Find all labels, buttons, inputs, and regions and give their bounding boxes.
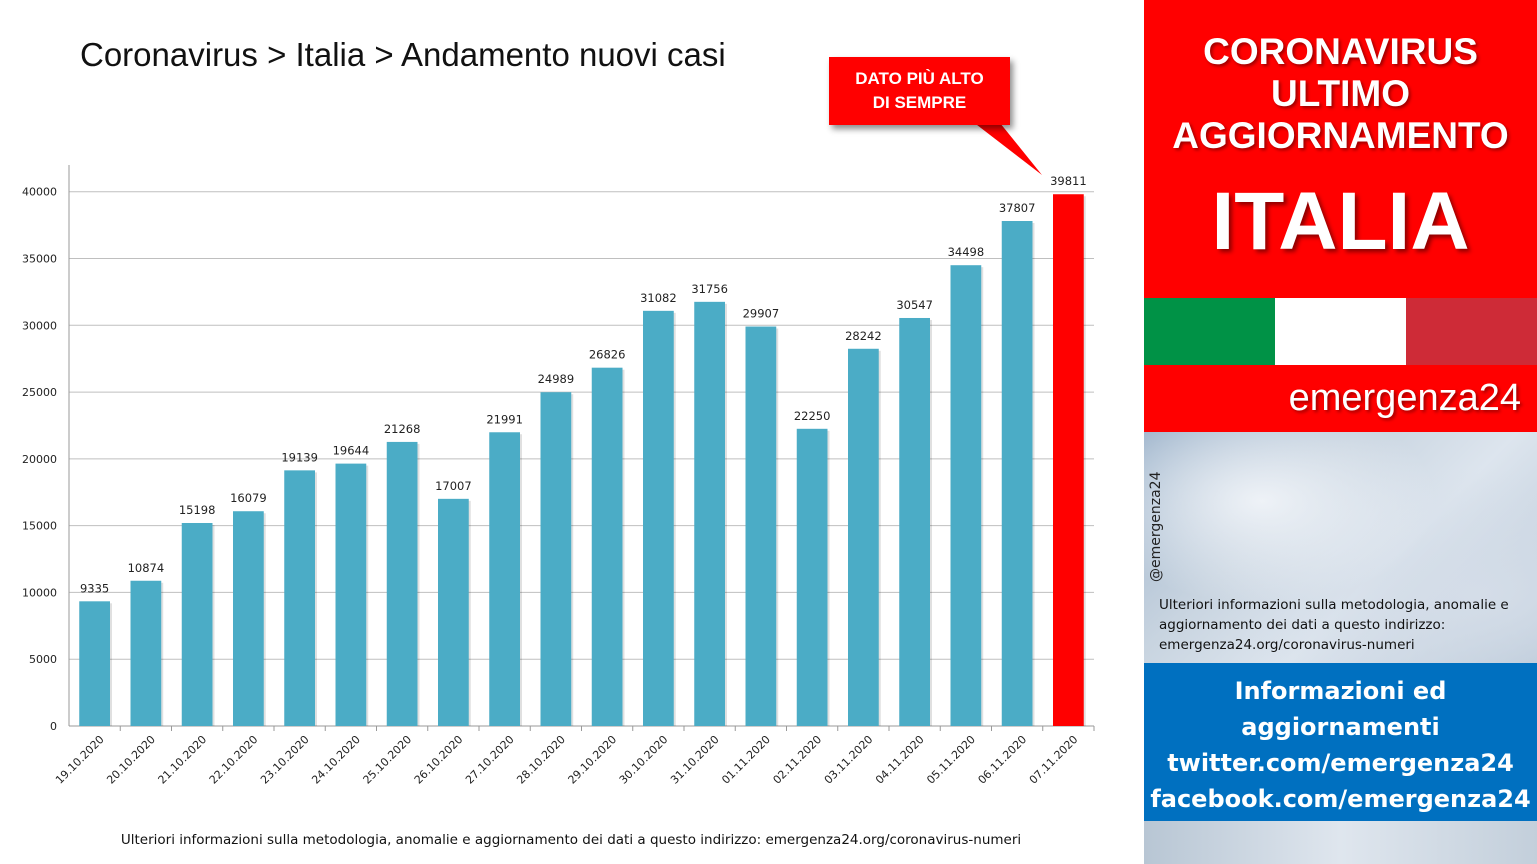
data-label: 28242	[845, 329, 882, 343]
data-label: 37807	[999, 201, 1036, 215]
x-tick-label: 02.11.2020	[771, 733, 825, 787]
x-tick-label: 01.11.2020	[719, 733, 773, 787]
bar	[284, 470, 315, 726]
y-tick-label: 10000	[22, 586, 57, 599]
x-tick-label: 05.11.2020	[924, 733, 978, 787]
y-tick-label: 20000	[22, 453, 57, 466]
bar	[130, 580, 162, 726]
x-tick-label: 22.10.2020	[207, 733, 261, 787]
y-tick-label: 5000	[29, 653, 57, 666]
panel-title-line-2: ULTIMO	[1270, 73, 1411, 114]
bar	[745, 326, 777, 726]
data-label: 10874	[128, 561, 165, 575]
bar	[386, 441, 418, 726]
bar	[335, 463, 367, 726]
x-tick-label: 19.10.2020	[53, 733, 107, 787]
flag-stripe-red	[1406, 298, 1537, 365]
x-tick-label: 27.10.2020	[463, 733, 517, 787]
data-label: 21268	[384, 422, 421, 436]
x-tick-label: 26.10.2020	[412, 733, 466, 787]
data-label: 30547	[896, 298, 933, 312]
data-label: 31756	[691, 282, 728, 296]
data-label: 17007	[435, 479, 472, 493]
callout-pointer	[968, 118, 1042, 175]
bar	[540, 392, 572, 726]
italian-flag	[1144, 298, 1537, 365]
side-panel: CORONAVIRUS ULTIMO AGGIORNAMENTO ITALIA …	[1144, 0, 1537, 864]
footer-note: Ulteriori informazioni sulla metodologia…	[120, 832, 1022, 848]
annotation-callout: DATO PIÙ ALTO DI SEMPRE	[829, 57, 1010, 125]
y-tick-label: 0	[50, 720, 57, 733]
x-tick-label: 31.10.2020	[668, 733, 722, 787]
x-tick-label: 25.10.2020	[361, 733, 415, 787]
data-label: 19139	[281, 450, 318, 464]
flag-stripe-white	[1275, 298, 1406, 365]
social-line-1: Informazioni ed	[1234, 677, 1447, 705]
data-label: 24989	[538, 372, 575, 386]
x-tick-label: 21.10.2020	[156, 733, 210, 787]
panel-note: Ulteriori informazioni sulla metodologia…	[1159, 597, 1509, 653]
y-tick-label: 40000	[22, 186, 57, 199]
bar	[233, 511, 264, 726]
data-label: 21991	[486, 412, 523, 426]
y-tick-label: 15000	[22, 520, 57, 533]
twitter-link[interactable]: twitter.com/emergenza24	[1167, 749, 1514, 777]
bar-chart: 0 5000 10000 15000 20000 25000 30000 35000 40000…	[22, 165, 1095, 787]
x-tick-label: 24.10.2020	[309, 733, 363, 787]
x-tick-label: 03.11.2020	[822, 733, 876, 787]
x-tick-label: 04.11.2020	[873, 733, 927, 787]
bar	[899, 317, 930, 726]
brand-name: emergenza24	[1288, 377, 1521, 419]
bar	[1053, 194, 1084, 727]
data-label: 29907	[743, 307, 780, 321]
bar	[181, 522, 213, 726]
social-handle: @emergenza24	[1148, 471, 1164, 583]
data-label: 26826	[589, 348, 626, 362]
data-label: 22250	[794, 409, 831, 423]
bar	[694, 301, 725, 726]
bar	[643, 310, 674, 726]
bar	[796, 428, 828, 726]
data-label: 9335	[80, 581, 109, 595]
bar	[79, 601, 110, 726]
panel-country: ITALIA	[1211, 176, 1470, 267]
panel-title-line-3: AGGIORNAMENTO	[1172, 115, 1509, 156]
brand-box: emergenza24	[1144, 365, 1537, 432]
bar	[1001, 221, 1033, 726]
bar	[848, 348, 879, 726]
photo-background: @emergenza24 Ulteriori informazioni sull…	[1144, 432, 1537, 663]
data-label: 15198	[179, 503, 216, 517]
panel-bottom-photo	[1144, 821, 1537, 864]
bar	[591, 367, 623, 726]
data-label: 39811	[1050, 174, 1087, 188]
panel-title-line-1: CORONAVIRUS	[1203, 31, 1478, 72]
social-box: Informazioni ed aggiornamenti twitter.co…	[1144, 663, 1537, 821]
panel-title-box: CORONAVIRUS ULTIMO AGGIORNAMENTO ITALIA	[1144, 0, 1537, 298]
x-tick-label: 29.10.2020	[566, 733, 620, 787]
bar	[438, 498, 469, 726]
y-tick-label: 35000	[22, 253, 57, 266]
facebook-link[interactable]: facebook.com/emergenza24	[1150, 785, 1531, 813]
annotation-line-2: DI SEMPRE	[872, 93, 967, 112]
y-tick-label: 30000	[22, 319, 57, 332]
data-label: 31082	[640, 291, 677, 305]
data-label: 16079	[230, 491, 267, 505]
bar	[489, 432, 520, 726]
x-tick-label: 30.10.2020	[617, 733, 671, 787]
social-line-2: aggiornamenti	[1241, 713, 1440, 741]
chart-title: Coronavirus > Italia > Andamento nuovi c…	[80, 36, 726, 73]
y-tick-label: 25000	[22, 386, 57, 399]
data-label: 19644	[333, 444, 370, 458]
x-tick-label: 20.10.2020	[104, 733, 158, 787]
flag-stripe-green	[1144, 298, 1275, 365]
x-tick-label: 06.11.2020	[976, 733, 1030, 787]
annotation-line-1: DATO PIÙ ALTO	[855, 69, 984, 88]
x-tick-label: 07.11.2020	[1027, 733, 1081, 787]
x-tick-label: 28.10.2020	[514, 733, 568, 787]
x-tick-label: 23.10.2020	[258, 733, 312, 787]
bar	[950, 265, 982, 726]
data-label: 34498	[948, 245, 985, 259]
